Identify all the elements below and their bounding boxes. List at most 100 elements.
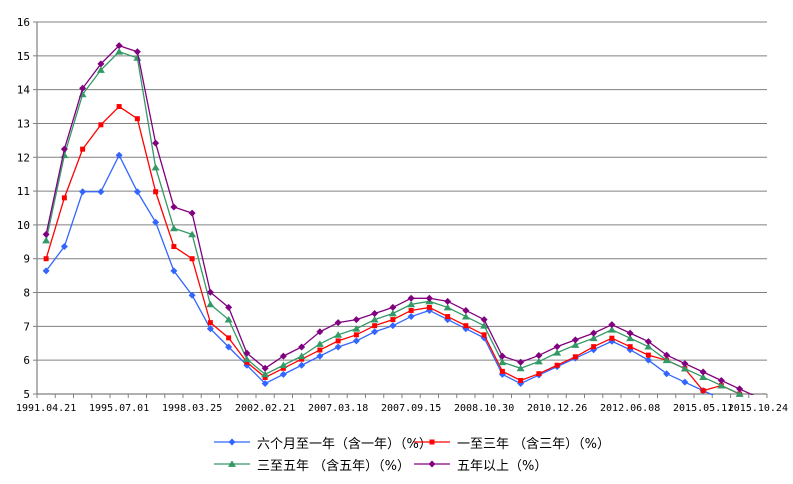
data-point-marker [151, 163, 160, 171]
legend-swatch-three-to-five-year-icon [214, 460, 250, 467]
data-point-marker [591, 344, 597, 350]
data-point-marker [535, 351, 543, 359]
x-axis-label: 1995.07.01 [89, 403, 149, 414]
series-line-over-five-year [45, 44, 755, 395]
data-point-marker [352, 337, 360, 345]
series-one-to-three-year [43, 104, 744, 397]
data-point-marker [60, 243, 68, 251]
data-point-marker [188, 230, 197, 238]
data-point-marker [444, 297, 452, 305]
data-point-marker [662, 356, 671, 364]
data-point-marker [680, 365, 689, 372]
data-point-marker [517, 358, 525, 366]
data-point-marker [735, 390, 744, 397]
data-point-marker [134, 116, 140, 122]
data-point-marker [42, 236, 51, 244]
data-point-marker [189, 256, 195, 262]
y-axis-labels: 5 6 7 8 9 10 11 12 13 14 15 16 [17, 16, 31, 401]
data-point-marker [244, 359, 250, 365]
series-line-three-to-five-year [45, 51, 744, 395]
data-point-marker [699, 373, 708, 380]
data-point-marker [206, 288, 214, 296]
data-point-marker [425, 294, 433, 302]
y-axis-label: 14 [17, 84, 31, 97]
data-point-marker [261, 380, 269, 388]
data-point-marker [498, 358, 507, 366]
y-axis-label: 8 [23, 287, 30, 300]
y-axis-label: 7 [23, 320, 30, 333]
data-point-marker [279, 370, 287, 378]
data-point-marker [389, 322, 397, 330]
data-point-marker [590, 329, 598, 337]
data-point-marker [372, 323, 378, 329]
x-axis-label: 1998.03.25 [162, 403, 222, 414]
data-point-marker [608, 321, 616, 329]
data-point-marker [352, 316, 360, 324]
y-axis-label: 15 [17, 50, 30, 63]
data-point-marker [717, 376, 725, 384]
data-point-marker [371, 310, 379, 318]
data-point-marker [518, 377, 524, 383]
data-point-marker [408, 307, 414, 313]
data-point-marker [663, 370, 671, 378]
data-point-marker [97, 60, 105, 68]
legend-label: 五年以上（%） [457, 458, 548, 474]
legend-item-one-to-three-year: 一至三年 （含三年）（%） [413, 433, 610, 452]
legend-label: 六个月至一年（含一年）（%） [257, 436, 432, 452]
legend-swatch-over-five-year-icon [414, 460, 450, 468]
data-point-marker [279, 361, 288, 369]
data-point-marker [480, 322, 489, 329]
data-point-marker [481, 332, 487, 338]
data-point-marker [700, 388, 706, 394]
data-point-marker [42, 230, 50, 238]
data-point-marker [627, 344, 633, 350]
data-point-marker [115, 42, 123, 50]
data-point-marker [152, 218, 160, 226]
data-point-marker [681, 360, 689, 368]
data-point-marker [644, 343, 653, 350]
x-axis-label: 2002.02.21 [235, 403, 295, 414]
x-axis-labels: 1991.04.21 1995.07.01 1998.03.25 2002.02.21… [16, 403, 788, 414]
data-point-marker [352, 325, 361, 332]
data-point-marker [242, 355, 251, 363]
series-line-one-to-three-year [45, 105, 744, 395]
data-point-marker [316, 328, 324, 336]
data-point-marker [370, 316, 379, 323]
data-point-marker [170, 203, 178, 211]
data-point-marker [626, 329, 634, 337]
gridlines [37, 21, 767, 361]
data-point-marker [429, 439, 435, 445]
data-point-marker [315, 340, 324, 347]
data-point-marker [170, 267, 178, 275]
series-three-to-five-year [42, 48, 744, 397]
data-point-marker [553, 349, 562, 356]
data-point-marker [43, 256, 49, 262]
data-point-marker [609, 335, 615, 341]
x-axis-label: 2007.03.18 [308, 403, 368, 414]
x-axis-label: 2007.09.15 [381, 403, 441, 414]
data-point-marker [79, 188, 87, 196]
data-point-marker [407, 313, 415, 321]
data-point-marker [153, 189, 159, 195]
data-point-marker [534, 357, 543, 365]
legend-swatch-six-month-to-one-year-icon [214, 438, 250, 446]
data-point-marker [445, 314, 451, 320]
data-point-marker [80, 146, 86, 152]
data-point-marker [644, 338, 652, 346]
data-point-marker [443, 303, 452, 311]
x-axis-label: 1991.04.21 [16, 403, 76, 414]
series-over-five-year [42, 42, 755, 395]
data-point-marker [133, 188, 141, 196]
x-axis-label: 2008.10.30 [454, 403, 514, 414]
data-point-marker [224, 316, 233, 323]
legend-row: 三至五年 （含五年）（%） 五年以上（%） [213, 453, 610, 475]
data-point-marker [206, 325, 214, 333]
data-point-marker [334, 343, 342, 351]
data-point-marker [335, 338, 341, 344]
data-point-marker [426, 304, 432, 310]
y-axis-label: 13 [17, 117, 30, 130]
y-axis-label: 6 [23, 354, 30, 367]
data-point-marker [389, 303, 397, 311]
y-axis-label: 12 [17, 151, 30, 164]
